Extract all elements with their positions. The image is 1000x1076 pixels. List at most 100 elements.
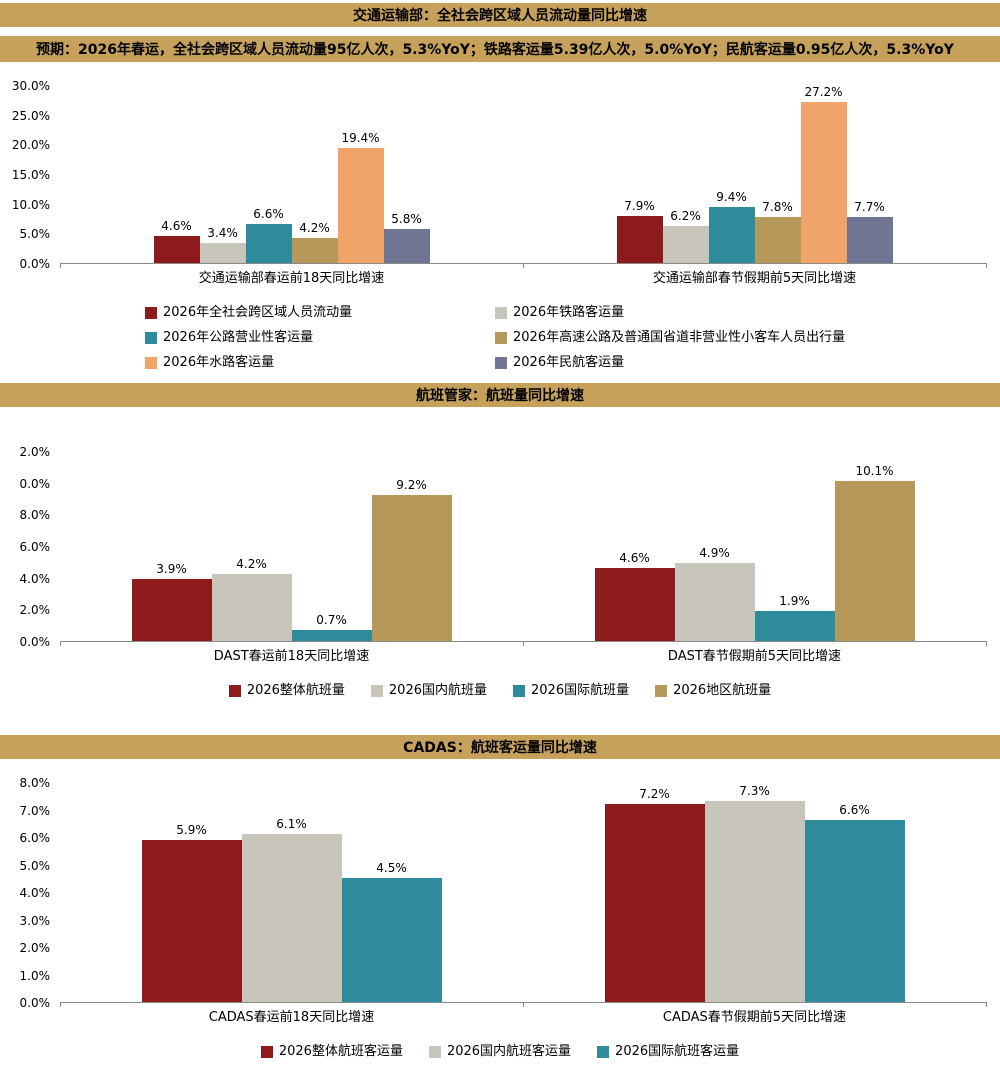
x-axis-tick [986,263,987,268]
bar: 27.2% [800,85,847,263]
legend-label: 2026年铁路客运量 [513,305,625,320]
flight-chart-legend: 2026整体航班量 2026国内航班量 2026国际航班量 2026地区航班量 [0,680,1000,702]
bar: 1.9% [754,594,835,641]
category-label: DAST春运前18天同比增速 [213,648,370,664]
legend-swatch-icon [228,685,241,697]
bar: 4.2% [291,221,338,263]
x-axis-tick [523,263,524,268]
bar-group: 7.2% 7.3% 6.6% [523,783,986,1002]
y-tick-label: 8.0% [19,508,51,523]
section-header-mot: 交通运输部：全社会跨区域人员流动量同比增速 [0,3,1000,27]
bar: 7.3% [704,784,805,1002]
bar-group: 5.9% 6.1% 4.5% [60,783,523,1002]
legend-label: 2026年高速公路及普通国省道非营业性小客车人员出行量 [513,330,846,345]
y-axis: 8.0% 7.0% 6.0% 5.0% 4.0% 3.0% 2.0% 1.0% 0.0% [0,776,56,1010]
legend-swatch-icon [495,332,507,344]
legend-swatch-icon [597,1046,610,1058]
x-axis-tick [60,641,61,646]
forecast-subtitle: 预期：2026年春运，全社会跨区域人员流动量95亿人次，5.3%YoY；铁路客运… [36,42,954,58]
legend-swatch-icon [655,685,668,697]
y-tick-label: 2.0% [19,941,51,955]
bar: 5.9% [141,823,242,1002]
bar: 6.2% [662,209,709,263]
bar: 7.7% [846,200,893,263]
legend-swatch-icon [370,685,383,697]
legend-swatch-icon [428,1046,441,1058]
bar-value-label: 27.2% [804,85,843,99]
cadas-chart-legend: 2026整体航班客运量 2026国内航班客运量 2026国际航班客运量 [0,1041,1000,1063]
legend-item: 2026年全社会跨区域人员流动量 [145,302,495,324]
plot-area: 5.9% 6.1% 4.5% 7.2% 7.3% 6.6% [60,783,987,1007]
bar-value-label: 4.6% [161,219,192,233]
legend-item: 2026年民航客运量 [495,352,1000,374]
bar-value-label: 7.3% [739,784,770,798]
legend-item: 2026年铁路客运量 [495,302,1000,324]
y-tick-label: 25.0% [11,108,50,123]
section-header-cadas: CADAS：航班客运量同比增速 [0,735,1000,759]
bar-value-label: 3.4% [207,226,238,240]
legend-item: 2026国际航班客运量 [597,1041,739,1063]
legend-item: 2026整体航班量 [228,680,345,702]
y-tick-label: 6.0% [19,540,51,554]
y-tick-label: 5.0% [19,858,51,873]
bar: 9.2% [371,478,452,641]
mot-growth-chart: 30.0% 25.0% 20.0% 15.0% 10.0% 5.0% 0.0% 4.6% 3.4… [0,79,1000,271]
legend-label: 2026国内航班客运量 [446,1044,572,1059]
y-tick-label: 2.0% [19,445,51,459]
x-axis-tick [986,1002,987,1007]
y-tick-label: 4.0% [19,571,51,586]
y-tick-label: 3.0% [19,913,51,928]
category-label: CADAS春节假期前5天同比增速 [662,1009,847,1025]
y-tick-label: 20.0% [11,138,50,153]
legend-label: 2026整体航班量 [246,683,345,698]
legend-swatch-icon [145,332,157,344]
y-tick-label: 4.0% [19,886,51,900]
bar: 10.1% [834,464,915,641]
bar: 0.7% [291,613,372,641]
legend-swatch-icon [495,307,507,319]
category-label: CADAS春运前18天同比增速 [208,1009,375,1025]
legend-item: 2026地区航班量 [655,680,771,702]
bar: 4.5% [341,861,442,1002]
flight-volume-chart: 2.0% 0.0% 8.0% 6.0% 4.0% 2.0% 0.0% 3.9% 4.2% 0.7%… [0,445,1000,649]
plot-area: 3.9% 4.2% 0.7% 9.2% 4.6% 4.9% 1.9% 10.1% [60,452,987,646]
bar-value-label: 9.2% [396,478,427,492]
y-tick-label: 8.0% [19,776,51,790]
bar-value-label: 6.6% [253,207,284,221]
y-tick-label: 10.0% [11,197,50,212]
y-tick-label: 0.0% [19,635,51,649]
x-axis-tick [60,263,61,268]
bar: 4.6% [153,219,200,263]
y-tick-label: 15.0% [11,168,50,182]
bar-value-label: 7.2% [639,787,670,801]
cadas-passenger-chart: 8.0% 7.0% 6.0% 5.0% 4.0% 3.0% 2.0% 1.0% 0.0% 5.9%… [0,776,1000,1010]
legend-swatch-icon [495,357,507,369]
bar: 7.9% [616,199,663,263]
section-header-dast: 航班管家：航班量同比增速 [0,383,1000,407]
legend-label: 2026年民航客运量 [513,355,625,370]
cadas-chart-category-row: CADAS春运前18天同比增速 CADAS春节假期前5天同比增速 [0,1003,1000,1027]
bar: 19.4% [337,131,384,263]
y-tick-label: 6.0% [19,831,51,845]
category-label: 交通运输部春节假期前5天同比增速 [652,270,857,286]
bar-value-label: 4.2% [299,221,330,235]
legend-item: 2026年水路客运量 [145,352,495,374]
bar-value-label: 7.7% [854,200,885,214]
bar-value-label: 1.9% [779,594,810,608]
legend-label: 2026国际航班客运量 [615,1044,740,1059]
bar-group: 4.6% 3.4% 6.6% 4.2% 19.4% 5.8% [60,86,523,263]
bar-value-label: 7.8% [762,200,793,214]
category-label: DAST春节假期前5天同比增速 [667,648,842,664]
mot-chart-category-row: 交通运输部春运前18天同比增速 交通运输部春节假期前5天同比增速 [0,264,1000,288]
legend-label: 2026年水路客运量 [163,355,275,370]
legend-item: 2026整体航班客运量 [260,1041,403,1063]
bar: 4.6% [594,551,675,641]
bar: 7.2% [604,787,705,1002]
legend-item: 2026年高速公路及普通国省道非营业性小客车人员出行量 [495,327,1000,349]
legend-label: 2026国际航班量 [531,683,630,698]
legend-swatch-icon [260,1046,273,1058]
bar-value-label: 0.7% [316,613,347,627]
bar-value-label: 4.6% [619,551,650,565]
section-title: 交通运输部：全社会跨区域人员流动量同比增速 [353,8,647,24]
bar-value-label: 5.8% [391,212,422,226]
